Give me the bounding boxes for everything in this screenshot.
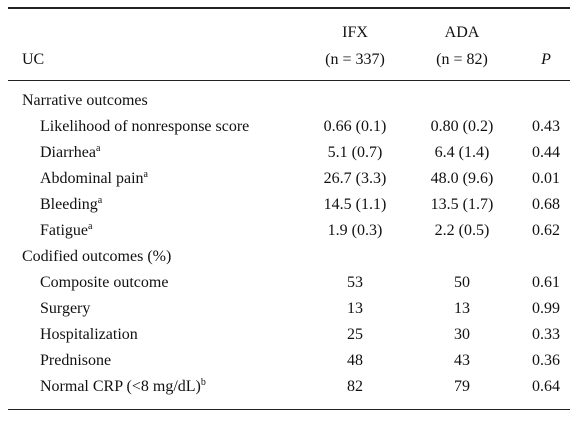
cell: 0.43 (532, 118, 560, 135)
row-label: Composite outcome (40, 273, 168, 293)
bottom-rule (8, 409, 570, 410)
row-label-text: Diarrhea (40, 144, 96, 161)
row-label: Abdominal paina (40, 169, 148, 189)
footnote-marker: a (143, 169, 148, 180)
cell: 0.64 (532, 378, 560, 395)
header-rule (8, 80, 570, 81)
row-label-text: Prednisone (40, 352, 112, 369)
row-label: Diarrheaa (40, 143, 100, 163)
column-subheader: (n = 337) (325, 51, 385, 68)
row-label: Likelihood of nonresponse score (40, 117, 249, 137)
row-label: Normal CRP (<8 mg/dL)b (40, 377, 206, 397)
cell: 13.5 (1.7) (430, 196, 494, 213)
cell: 0.80 (0.2) (430, 118, 494, 135)
column-header: IFX (342, 24, 368, 41)
cell: 82 (347, 378, 363, 395)
row-label-text: Bleeding (40, 196, 98, 213)
row-label-text: Hospitalization (40, 326, 138, 343)
cell: 43 (454, 352, 470, 369)
footnote-marker: a (88, 221, 93, 232)
section-title: Narrative outcomes (22, 92, 148, 109)
cell: 0.61 (532, 274, 560, 291)
cell: 0.01 (532, 170, 560, 187)
cell: 0.62 (532, 222, 560, 239)
cell: 14.5 (1.1) (323, 196, 387, 213)
row-label: Bleedinga (40, 195, 102, 215)
top-rule (8, 7, 570, 9)
cell: 30 (454, 326, 470, 343)
row-label: Hospitalization (40, 325, 138, 345)
cell: 6.4 (1.4) (434, 144, 490, 161)
cell: 53 (347, 274, 363, 291)
cell: 2.2 (0.5) (434, 222, 490, 239)
row-label-text: Composite outcome (40, 274, 169, 291)
footnote-marker: a (97, 195, 103, 206)
row-label: Prednisone (40, 351, 111, 371)
column-header: P (541, 51, 551, 68)
column-header: ADA (444, 24, 480, 41)
cell: 50 (454, 274, 470, 291)
row-label-text: Normal CRP (<8 mg/dL) (40, 378, 201, 395)
row-label: Fatiguea (40, 221, 92, 241)
cell: 0.36 (532, 352, 560, 369)
cell: 1.9 (0.3) (327, 222, 383, 239)
cell: 13 (347, 300, 363, 317)
cell: 0.33 (532, 326, 560, 343)
footnote-marker: b (200, 377, 206, 388)
section-title: Codified outcomes (%) (22, 248, 172, 265)
cell: 25 (347, 326, 363, 343)
row-label-text: Surgery (40, 300, 91, 317)
cell: 0.99 (532, 300, 560, 317)
row-label-text: Likelihood of nonresponse score (40, 118, 250, 135)
cell: 0.68 (532, 196, 560, 213)
cell: 13 (454, 300, 470, 317)
cell: 5.1 (0.7) (327, 144, 383, 161)
row-label: Surgery (40, 299, 90, 319)
cell: 0.44 (532, 144, 560, 161)
cell: 0.66 (0.1) (323, 118, 387, 135)
row-label-text: Abdominal pain (40, 170, 144, 187)
row-label-text: Fatigue (40, 222, 88, 239)
footnote-marker: a (95, 143, 101, 154)
column-subheader: (n = 82) (436, 51, 488, 68)
cell: 48 (347, 352, 363, 369)
cell: 48.0 (9.6) (430, 170, 494, 187)
cell: 26.7 (3.3) (323, 170, 387, 187)
column-header: UC (22, 51, 45, 68)
cell: 79 (454, 378, 470, 395)
